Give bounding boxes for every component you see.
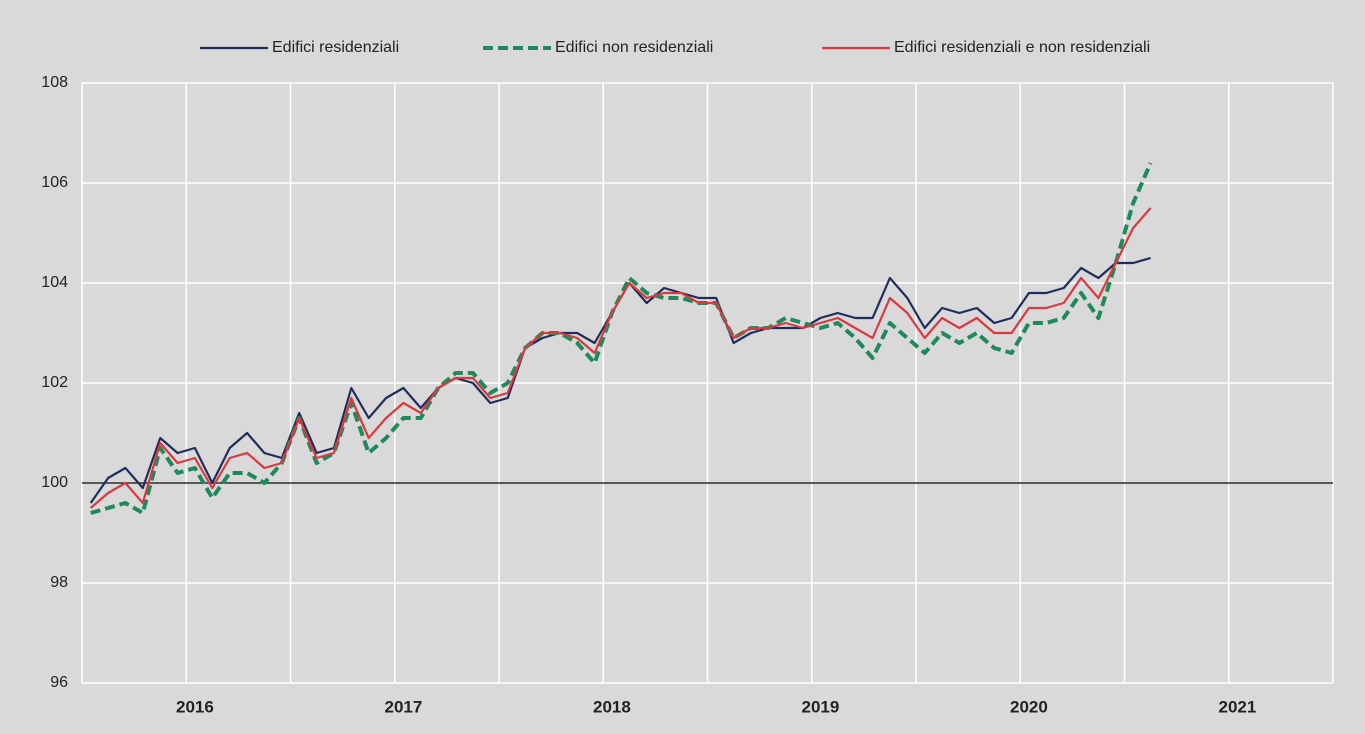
- x-tick-label: 2020: [1010, 697, 1048, 716]
- y-tick-label: 108: [41, 74, 68, 91]
- x-tick-label: 2019: [802, 697, 840, 716]
- y-tick-label: 96: [50, 674, 68, 691]
- x-tick-label: 2018: [593, 697, 631, 716]
- y-tick-label: 104: [41, 274, 68, 291]
- y-tick-label: 102: [41, 374, 68, 391]
- x-tick-label: 2021: [1219, 697, 1257, 716]
- x-tick-label: 2016: [176, 697, 214, 716]
- y-tick-label: 98: [50, 574, 68, 591]
- data-line: [89, 207, 1152, 509]
- data-line: [90, 162, 1153, 515]
- x-tick-label: 2017: [385, 697, 423, 716]
- legend-label: Edifici non residenziali: [555, 39, 713, 56]
- y-tick-label: 100: [41, 474, 68, 491]
- legend-label: Edifici residenziali e non residenziali: [894, 39, 1150, 56]
- legend-label: Edifici residenziali: [272, 39, 399, 56]
- y-tick-label: 106: [41, 174, 68, 191]
